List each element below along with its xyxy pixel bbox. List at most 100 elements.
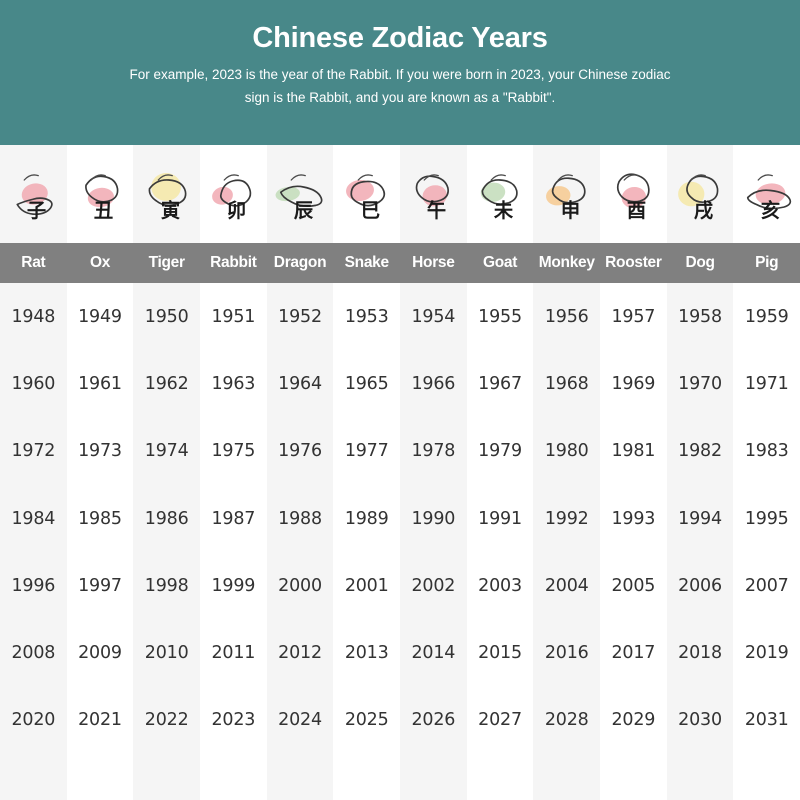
year-cell[interactable]: 1976 — [278, 441, 322, 462]
zodiac-label-goat[interactable]: Goat — [482, 254, 518, 271]
zodiac-icon-cell[interactable]: 辰 — [267, 145, 334, 243]
year-cell[interactable]: 1985 — [78, 508, 122, 529]
year-cell[interactable]: 1994 — [678, 508, 722, 529]
year-cell[interactable]: 2003 — [478, 575, 522, 596]
year-cell[interactable]: 2018 — [678, 643, 722, 664]
year-cell[interactable]: 1948 — [11, 306, 56, 327]
zodiac-label-monkey[interactable]: Monkey — [538, 254, 595, 271]
zodiac-label-ox[interactable]: Ox — [89, 254, 111, 271]
zodiac-icon-cell[interactable]: 未 — [467, 145, 534, 243]
year-cell[interactable]: 2005 — [611, 575, 656, 596]
year-cell[interactable]: 1995 — [744, 508, 789, 529]
zodiac-label-tiger[interactable]: Tiger — [148, 254, 185, 271]
year-cell[interactable]: 1989 — [344, 508, 389, 529]
zodiac-icon-cell[interactable]: 丑 — [67, 145, 134, 243]
year-cell[interactable]: 1959 — [744, 306, 789, 327]
zodiac-label-rat[interactable]: Rat — [21, 254, 46, 271]
year-cell[interactable]: 2026 — [411, 710, 456, 731]
year-cell[interactable]: 2030 — [678, 710, 722, 731]
year-cell[interactable]: 2028 — [544, 710, 589, 731]
year-cell[interactable]: 1969 — [611, 373, 656, 394]
year-cell[interactable]: 1960 — [11, 373, 56, 394]
year-cell[interactable]: 1957 — [611, 306, 656, 327]
zodiac-label-horse[interactable]: Horse — [412, 254, 455, 271]
year-cell[interactable]: 1966 — [411, 373, 456, 394]
year-cell[interactable]: 2016 — [544, 643, 589, 664]
year-cell[interactable]: 2006 — [678, 575, 722, 596]
year-cell[interactable]: 1991 — [478, 508, 522, 529]
zodiac-label-pig[interactable]: Pig — [755, 254, 779, 271]
zodiac-label-dragon[interactable]: Dragon — [273, 254, 327, 271]
year-cell[interactable]: 1951 — [211, 306, 256, 327]
year-cell[interactable]: 1988 — [278, 508, 322, 529]
year-cell[interactable]: 1970 — [678, 373, 722, 394]
year-cell[interactable]: 2022 — [144, 710, 189, 731]
year-cell[interactable]: 1968 — [544, 373, 589, 394]
zodiac-icon-cell[interactable]: 酉 — [600, 145, 667, 243]
year-cell[interactable]: 1958 — [678, 306, 722, 327]
year-cell[interactable]: 2000 — [278, 575, 322, 596]
zodiac-icon-cell[interactable]: 子 — [0, 145, 67, 243]
year-cell[interactable]: 1974 — [144, 441, 189, 462]
year-cell[interactable]: 2029 — [611, 710, 656, 731]
year-cell[interactable]: 2001 — [344, 575, 389, 596]
zodiac-label-rooster[interactable]: Rooster — [605, 254, 662, 271]
zodiac-icon-cell[interactable]: 寅 — [133, 145, 200, 243]
year-cell[interactable]: 1992 — [544, 508, 589, 529]
year-cell[interactable]: 1978 — [411, 441, 456, 462]
year-cell[interactable]: 2027 — [478, 710, 522, 731]
year-cell[interactable]: 2009 — [78, 643, 122, 664]
zodiac-icon-cell[interactable]: 卯 — [200, 145, 267, 243]
year-cell[interactable]: 1983 — [744, 441, 789, 462]
year-cell[interactable]: 1987 — [211, 508, 256, 529]
year-cell[interactable]: 2010 — [144, 643, 189, 664]
year-cell[interactable]: 1956 — [544, 306, 589, 327]
year-cell[interactable]: 2015 — [478, 643, 522, 664]
year-cell[interactable]: 1971 — [744, 373, 789, 394]
year-cell[interactable]: 1962 — [144, 373, 189, 394]
year-cell[interactable]: 1977 — [344, 441, 389, 462]
year-cell[interactable]: 1963 — [211, 373, 256, 394]
year-cell[interactable]: 1998 — [144, 575, 189, 596]
year-cell[interactable]: 1999 — [211, 575, 256, 596]
year-cell[interactable]: 1965 — [344, 373, 389, 394]
year-cell[interactable]: 1952 — [278, 306, 322, 327]
year-cell[interactable]: 2007 — [744, 575, 789, 596]
year-cell[interactable]: 2002 — [411, 575, 456, 596]
year-cell[interactable]: 1961 — [78, 373, 122, 394]
year-cell[interactable]: 2021 — [78, 710, 122, 731]
year-cell[interactable]: 1949 — [78, 306, 122, 327]
zodiac-icon-cell[interactable]: 亥 — [733, 145, 800, 243]
zodiac-icon-cell[interactable]: 戌 — [667, 145, 734, 243]
year-cell[interactable]: 1997 — [78, 575, 122, 596]
year-cell[interactable]: 2012 — [278, 643, 322, 664]
year-cell[interactable]: 2031 — [744, 710, 789, 731]
zodiac-icon-cell[interactable]: 申 — [533, 145, 600, 243]
zodiac-icon-cell[interactable]: 午 — [400, 145, 467, 243]
year-cell[interactable]: 1986 — [144, 508, 189, 529]
year-cell[interactable]: 1950 — [144, 306, 189, 327]
year-cell[interactable]: 2020 — [11, 710, 56, 731]
year-cell[interactable]: 1975 — [211, 441, 256, 462]
year-cell[interactable]: 1979 — [478, 441, 522, 462]
year-cell[interactable]: 1981 — [611, 441, 656, 462]
year-cell[interactable]: 2023 — [211, 710, 256, 731]
year-cell[interactable]: 1984 — [11, 508, 56, 529]
year-cell[interactable]: 2019 — [744, 643, 789, 664]
year-cell[interactable]: 2024 — [278, 710, 322, 731]
year-cell[interactable]: 2011 — [211, 643, 256, 664]
year-cell[interactable]: 2004 — [544, 575, 589, 596]
zodiac-label-rabbit[interactable]: Rabbit — [210, 254, 257, 271]
year-cell[interactable]: 1990 — [411, 508, 456, 529]
year-cell[interactable]: 1996 — [11, 575, 56, 596]
year-cell[interactable]: 1967 — [478, 373, 522, 394]
year-cell[interactable]: 1993 — [611, 508, 656, 529]
year-cell[interactable]: 1964 — [278, 373, 322, 394]
year-cell[interactable]: 2025 — [344, 710, 389, 731]
zodiac-icon-cell[interactable]: 巳 — [333, 145, 400, 243]
year-cell[interactable]: 2008 — [11, 643, 56, 664]
year-cell[interactable]: 1954 — [411, 306, 456, 327]
year-cell[interactable]: 1980 — [544, 441, 589, 462]
year-cell[interactable]: 2013 — [344, 643, 389, 664]
zodiac-label-dog[interactable]: Dog — [685, 254, 715, 271]
